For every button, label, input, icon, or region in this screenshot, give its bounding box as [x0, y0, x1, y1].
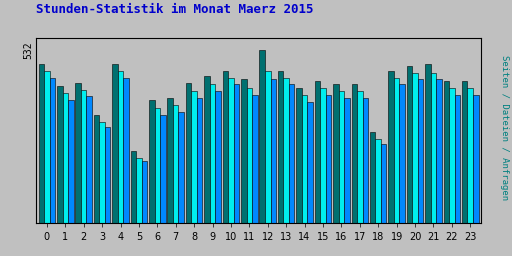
Bar: [302, 95, 307, 223]
Bar: [57, 86, 62, 223]
Bar: [394, 78, 399, 223]
Text: 532: 532: [23, 41, 33, 59]
Bar: [467, 88, 473, 223]
Bar: [223, 71, 228, 223]
Bar: [265, 71, 270, 223]
Bar: [112, 64, 118, 223]
Bar: [233, 84, 239, 223]
Bar: [425, 64, 431, 223]
Bar: [197, 98, 202, 223]
Bar: [418, 79, 423, 223]
Bar: [228, 78, 233, 223]
Bar: [296, 88, 302, 223]
Bar: [362, 98, 368, 223]
Bar: [81, 90, 87, 223]
Bar: [142, 161, 147, 223]
Bar: [38, 64, 44, 223]
Bar: [62, 93, 68, 223]
Bar: [123, 78, 129, 223]
Bar: [44, 71, 50, 223]
Bar: [333, 84, 338, 223]
Bar: [270, 79, 276, 223]
Bar: [131, 151, 136, 223]
Bar: [149, 100, 155, 223]
Bar: [216, 91, 221, 223]
Bar: [160, 115, 165, 223]
Bar: [252, 95, 258, 223]
Bar: [118, 71, 123, 223]
Bar: [167, 98, 173, 223]
Bar: [136, 158, 142, 223]
Bar: [462, 81, 467, 223]
Bar: [105, 127, 111, 223]
Text: Stunden-Statistik im Monat Maerz 2015: Stunden-Statistik im Monat Maerz 2015: [36, 3, 313, 16]
Bar: [344, 98, 350, 223]
Bar: [473, 95, 479, 223]
Bar: [210, 84, 216, 223]
Bar: [284, 78, 289, 223]
Bar: [260, 50, 265, 223]
Bar: [352, 84, 357, 223]
Bar: [179, 112, 184, 223]
Bar: [75, 83, 81, 223]
Bar: [357, 91, 362, 223]
Bar: [455, 95, 460, 223]
Bar: [315, 81, 320, 223]
Bar: [278, 71, 284, 223]
Bar: [381, 144, 387, 223]
Bar: [204, 76, 210, 223]
Bar: [399, 84, 405, 223]
Bar: [443, 81, 449, 223]
Bar: [191, 91, 197, 223]
Bar: [370, 132, 375, 223]
Bar: [94, 115, 99, 223]
Bar: [241, 79, 247, 223]
Bar: [99, 122, 105, 223]
Bar: [87, 97, 92, 223]
Bar: [449, 88, 455, 223]
Bar: [307, 102, 313, 223]
Bar: [338, 91, 344, 223]
Bar: [186, 83, 191, 223]
Bar: [388, 71, 394, 223]
Bar: [155, 108, 160, 223]
Bar: [431, 72, 436, 223]
Bar: [407, 66, 412, 223]
Bar: [289, 84, 294, 223]
Bar: [320, 88, 326, 223]
Text: Seiten / Dateien / Anfragen: Seiten / Dateien / Anfragen: [500, 56, 509, 200]
Bar: [326, 95, 331, 223]
Bar: [436, 79, 442, 223]
Bar: [173, 105, 179, 223]
Bar: [375, 139, 381, 223]
Bar: [68, 100, 74, 223]
Bar: [412, 72, 418, 223]
Bar: [247, 88, 252, 223]
Bar: [50, 78, 55, 223]
